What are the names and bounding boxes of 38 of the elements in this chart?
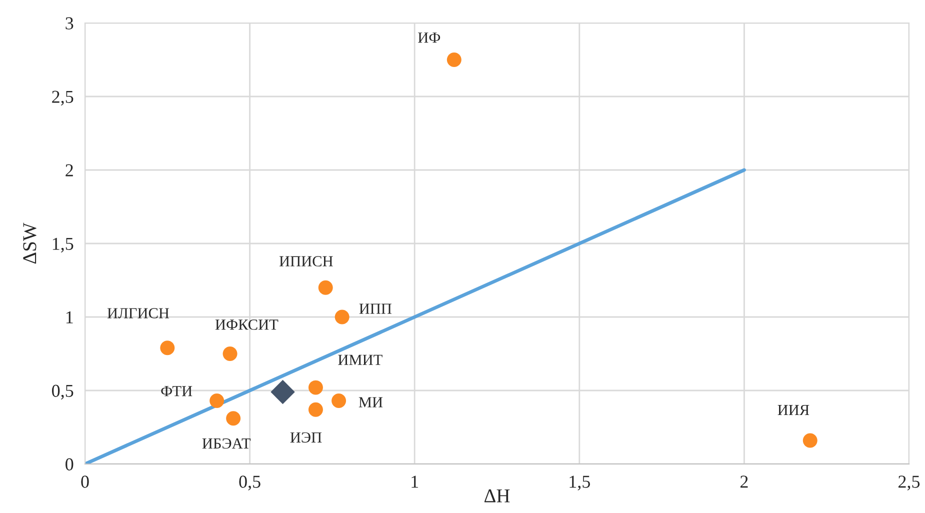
y-tick-label: 0 <box>66 458 74 470</box>
point <box>332 394 346 408</box>
annotation: ИЭП <box>290 432 322 443</box>
y-axis-title: ΔSW <box>23 222 36 264</box>
x-tick-label: 0,5 <box>239 476 260 490</box>
point <box>160 340 175 356</box>
point <box>226 411 241 426</box>
annotation: ИБЭАТ <box>202 438 251 449</box>
x-tick-label: 1 <box>412 476 418 488</box>
point <box>308 402 323 417</box>
annotation: ФТИ <box>161 386 192 396</box>
annotation: МИ <box>358 397 383 408</box>
y-tick-label: 2,5 <box>52 90 74 106</box>
point <box>222 346 238 361</box>
y-tick-label: 2 <box>66 164 73 176</box>
point <box>446 52 462 67</box>
x-tick-label: 0 <box>81 476 89 488</box>
y-tick-label: 0,5 <box>52 384 74 400</box>
point <box>210 394 224 408</box>
annotation: ИПП <box>359 304 392 314</box>
point <box>270 380 295 404</box>
x-tick-label: 1,5 <box>570 476 590 490</box>
annotation: ИФКСИТ <box>215 320 278 330</box>
x-tick-label: 2 <box>740 476 748 488</box>
annotation: ИЛГИСН <box>107 308 170 318</box>
point <box>802 433 818 448</box>
x-tick-label: 2,5 <box>898 476 920 490</box>
y-tick-label: 3 <box>66 17 74 30</box>
annotation: ИПИСН <box>279 256 333 266</box>
y-tick-label: 1 <box>66 311 73 324</box>
x-axis-title: ΔH <box>484 489 510 502</box>
point <box>334 310 350 324</box>
point <box>308 380 323 395</box>
annotation: ИИЯ <box>778 404 810 415</box>
point <box>318 280 333 295</box>
y-tick-label: 1,5 <box>52 238 74 253</box>
annotation: ИФ <box>418 32 440 43</box>
annotation: ИМИТ <box>338 354 382 365</box>
